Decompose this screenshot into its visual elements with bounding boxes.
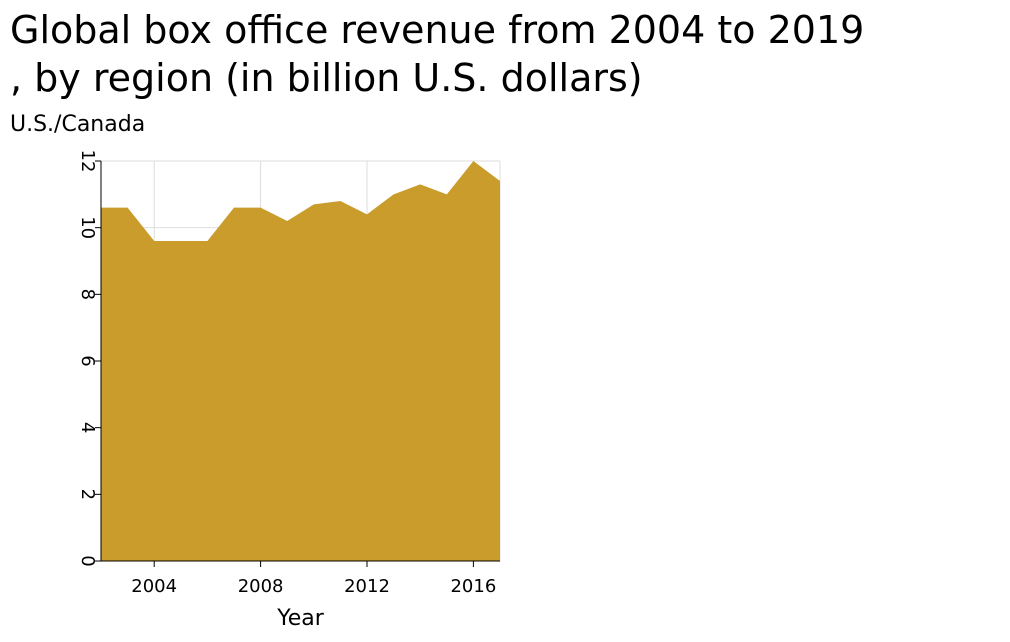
y-axis-ticks: 0 2 4 6 8 10 12 [77,150,101,567]
x-tick-label-2008: 2008 [238,576,284,597]
y-tick-label-8: 8 [77,289,98,300]
y-tick-label-10: 10 [77,216,98,239]
chart-title-line-1: Global box office revenue from 2004 to 2… [10,8,865,52]
y-tick-label-2: 2 [77,489,98,500]
y-tick-label-6: 6 [77,355,98,366]
y-tick-label-4: 4 [77,422,98,433]
x-tick-label-2016: 2016 [450,576,496,597]
x-axis-ticks: 2004 2008 2012 2016 [131,561,496,597]
x-tick-label-2012: 2012 [344,576,390,597]
x-axis-label: Year [276,606,325,631]
y-tick-label-12: 12 [77,150,98,173]
y-axis-label: U.S./Canada [10,112,146,137]
chart-title-line-2: , by region (in billion U.S. dollars) [10,56,643,100]
x-tick-label-2004: 2004 [131,576,177,597]
area-series-u-s-canada [101,161,500,561]
chart-title: Global box office revenue from 2004 to 2… [10,6,1010,102]
y-tick-label-0: 0 [77,555,98,566]
